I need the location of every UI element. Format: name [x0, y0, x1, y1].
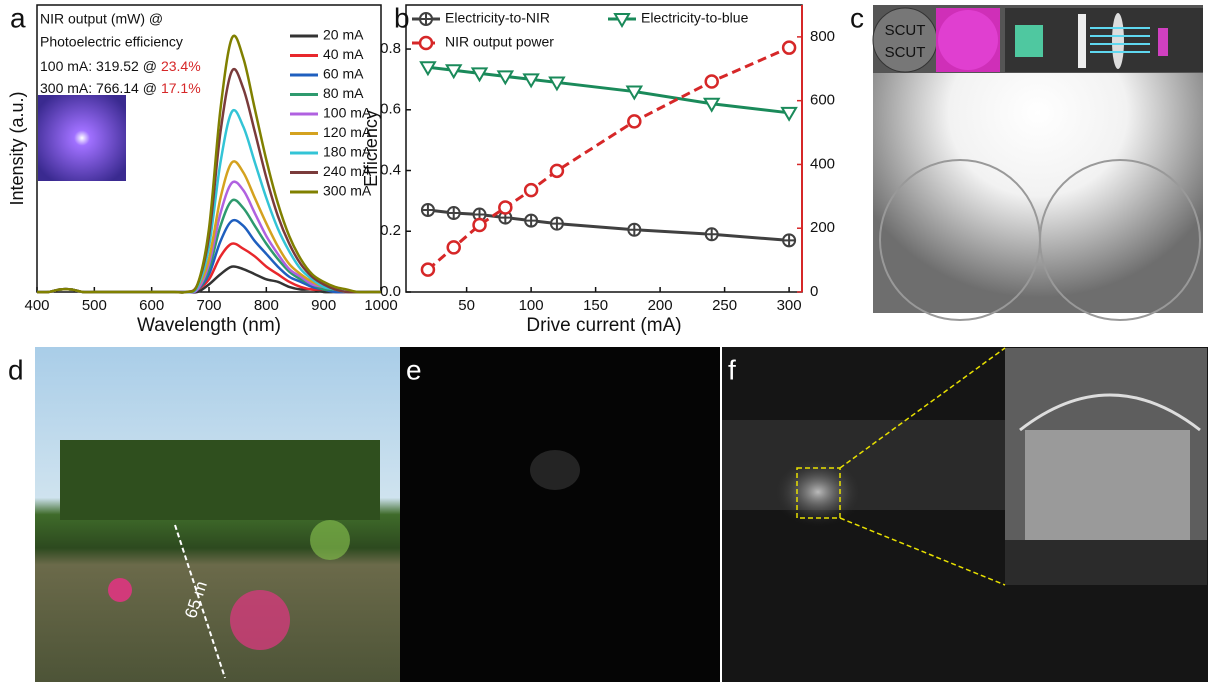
marker — [702, 97, 721, 113]
panel-label: b — [394, 2, 410, 33]
y-tick-label: 0.0 — [380, 283, 401, 300]
x-tick-label: 400 — [24, 297, 49, 314]
x-tick-label: 600 — [139, 297, 164, 314]
legend-label: 180 mA — [323, 144, 372, 160]
x-tick-label: 200 — [648, 297, 673, 314]
x-tick-label: 150 — [583, 297, 608, 314]
marker — [524, 213, 539, 228]
y-tick-label: 0.8 — [380, 40, 401, 57]
annotation: NIR output (mW) @ — [40, 11, 163, 27]
marker — [704, 227, 719, 242]
x-tick-label: 50 — [458, 297, 475, 314]
marker — [781, 40, 797, 55]
y-tick-label: 0.6 — [380, 101, 401, 118]
x-tick-label: 100 — [519, 297, 544, 314]
legend-label: 120 mA — [323, 124, 372, 140]
y-tick-label: 0.2 — [380, 222, 401, 239]
legend-marker — [613, 13, 631, 28]
x-tick-label: 250 — [712, 297, 737, 314]
y-axis-label: Intensity (a.u.) — [7, 91, 27, 205]
x-tick-label: 1000 — [364, 297, 397, 314]
annotation-highlight: 17.1% — [161, 80, 201, 96]
panel-label: d — [8, 354, 24, 385]
legend-marker — [418, 35, 434, 51]
marker — [625, 85, 644, 101]
x-tick-label: 700 — [196, 297, 221, 314]
legend-label: 80 mA — [323, 85, 364, 101]
marker — [444, 64, 463, 80]
legend-label: Electricity-to-NIR — [445, 10, 550, 26]
marker — [549, 163, 565, 179]
annotation: Photoelectric efficiency — [40, 34, 183, 50]
x-tick-label: 500 — [82, 297, 107, 314]
y-tick-label: 0.4 — [380, 161, 401, 178]
panel-label: e — [406, 354, 422, 385]
marker — [523, 182, 539, 198]
annotation: 100 mA: 319.52 @23.4% — [40, 58, 201, 74]
marker — [522, 73, 540, 89]
legend-label: 300 mA — [323, 183, 372, 199]
annotation-text: 300 mA: 766.14 @ — [40, 80, 157, 96]
photo-f — [722, 347, 1208, 682]
marker — [419, 61, 437, 77]
marker — [548, 76, 566, 92]
legend-label: 20 mA — [323, 27, 364, 43]
marker — [498, 200, 513, 215]
marker — [420, 203, 435, 217]
panel-label: c — [850, 2, 864, 33]
x-axis-label: Wavelength (nm) — [137, 315, 281, 336]
legend-label: 100 mA — [323, 105, 372, 121]
marker — [470, 67, 489, 83]
photo-e — [400, 347, 720, 682]
legend-marker — [419, 12, 434, 26]
y2-tick-label: 200 — [810, 219, 835, 236]
marker — [496, 70, 515, 86]
y2-tick-label: 600 — [810, 92, 835, 109]
marker — [704, 74, 719, 89]
y2-tick-label: 400 — [810, 155, 835, 172]
marker — [498, 210, 513, 225]
marker — [472, 217, 487, 233]
photo-e-glow — [530, 450, 580, 490]
legend-label: 40 mA — [323, 46, 364, 62]
marker — [627, 222, 642, 237]
x-axis-label: Drive current (mA) — [526, 315, 681, 336]
annotation-text: 100 mA: 319.52 @ — [40, 58, 157, 74]
legend-label: Electricity-to-blue — [641, 10, 749, 26]
panel-label: a — [10, 2, 26, 33]
y2-tick-label: 0 — [810, 283, 818, 300]
marker — [780, 106, 798, 122]
marker — [782, 233, 797, 248]
panel-label: f — [728, 354, 736, 385]
legend-label: NIR output power — [445, 34, 554, 50]
y-axis-label: Efficiency — [361, 110, 381, 187]
annotation: 300 mA: 766.14 @17.1% — [40, 80, 201, 96]
legend-label: 240 mA — [323, 163, 372, 179]
annotation-highlight: 23.4% — [161, 58, 201, 74]
y2-tick-label: 800 — [810, 28, 835, 45]
x-tick-label: 800 — [254, 297, 279, 314]
photo-label: SCUT — [885, 22, 926, 39]
photo-d: 65 m — [35, 347, 400, 682]
marker — [446, 240, 461, 255]
x-tick-label: 300 — [777, 297, 802, 314]
marker — [446, 206, 461, 221]
inset-photo — [38, 95, 126, 181]
series-line — [36, 34, 381, 294]
marker — [549, 216, 564, 231]
x-tick-label: 900 — [311, 297, 336, 314]
marker — [420, 262, 436, 277]
photo-c: SCUT SCUT — [872, 5, 1203, 321]
photo-label: SCUT — [885, 44, 926, 61]
legend-label: 60 mA — [323, 66, 364, 82]
marker — [627, 114, 642, 129]
